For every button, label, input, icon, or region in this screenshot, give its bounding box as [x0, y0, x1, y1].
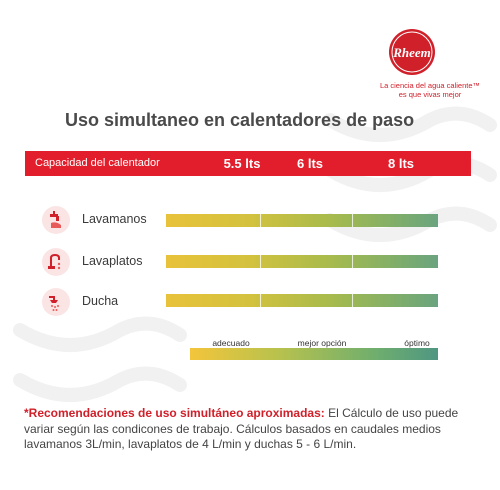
- tagline-line-1: La ciencia del agua caliente™: [379, 81, 481, 90]
- brand-tagline: La ciencia del agua caliente™ es que viv…: [365, 81, 495, 99]
- capacity-5-5: 5.5 lts: [223, 156, 261, 171]
- row-label-lavaplatos: Lavaplatos: [82, 254, 143, 268]
- scale-label-adecuado: adecuado: [212, 338, 250, 348]
- bar-separator: [260, 214, 261, 227]
- bar-separator: [260, 255, 261, 268]
- bar-separator: [352, 255, 353, 268]
- note-asterisk: *: [24, 406, 29, 420]
- bar-separator: [352, 214, 353, 227]
- tagline-line-2: es que vivas mejor: [398, 89, 462, 99]
- faucet-hands-icon: [42, 206, 70, 234]
- rheem-logo: Rheem: [389, 29, 435, 75]
- capacity-6: 6 lts: [296, 156, 324, 171]
- capacity-header: Capacidad del calentador 5.5 lts 6 lts 8…: [25, 151, 471, 176]
- scale-gradient-bar: [190, 348, 438, 360]
- bar-separator: [352, 294, 353, 307]
- row-label-lavamanos: Lavamanos: [82, 212, 147, 226]
- note-body: El Cálculo de uso puede variar según las…: [24, 406, 459, 451]
- scale-label-mejor-opcion: mejor opción: [297, 338, 347, 348]
- kitchen-faucet-icon: [42, 248, 70, 276]
- scale-label-optimo: óptimo: [404, 338, 430, 348]
- shower-icon: [42, 288, 70, 316]
- note-heading: Recomendaciones de uso simultáneo aproxi…: [28, 406, 325, 420]
- bar-lavamanos: [166, 214, 438, 227]
- capacity-8: 8 lts: [387, 156, 415, 171]
- capacity-header-label: Capacidad del calentador: [35, 157, 160, 169]
- bar-ducha: [166, 294, 438, 307]
- logo-text: Rheem: [392, 45, 431, 60]
- recommendation-note: *Recomendaciones de uso simultáneo aprox…: [24, 406, 484, 453]
- row-label-ducha: Ducha: [82, 294, 119, 308]
- bar-separator: [260, 294, 261, 307]
- page-title: Uso simultaneo en calentadores de paso: [65, 110, 415, 130]
- bar-lavaplatos: [166, 255, 438, 268]
